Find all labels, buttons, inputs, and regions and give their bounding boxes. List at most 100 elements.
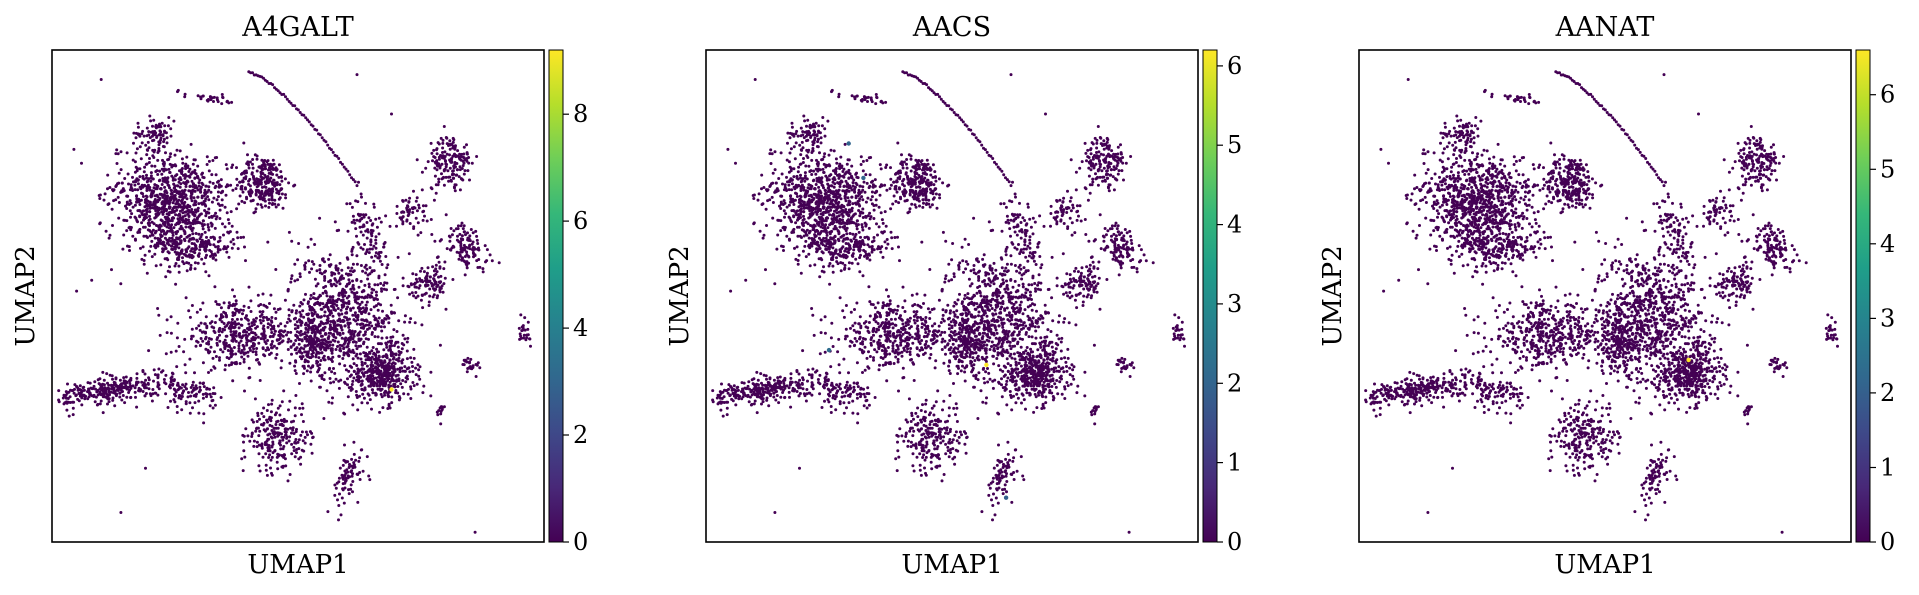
scatter-point xyxy=(134,180,138,184)
scatter-point xyxy=(258,429,262,433)
scatter-point xyxy=(268,453,272,457)
scatter-point xyxy=(278,183,282,187)
scatter-point xyxy=(181,161,185,165)
scatter-point xyxy=(408,292,412,296)
scatter-point xyxy=(353,330,357,333)
scatter-point xyxy=(141,195,145,198)
scatter-point xyxy=(187,218,190,222)
scatter-point xyxy=(78,384,82,388)
scatter-point xyxy=(308,270,311,274)
scatter-point xyxy=(242,141,246,145)
scatter-point xyxy=(304,292,307,296)
scatter-point xyxy=(188,315,192,319)
scatter-point xyxy=(351,403,355,407)
scatter-point xyxy=(403,314,407,318)
scatter-point xyxy=(269,319,273,323)
scatter-point xyxy=(183,200,187,204)
scatter-point xyxy=(257,361,261,365)
scatter-point xyxy=(521,324,525,328)
scatter-point xyxy=(361,469,365,473)
scatter-point xyxy=(123,382,127,386)
scatter-point xyxy=(156,383,160,387)
scatter-point xyxy=(351,270,355,274)
scatter-point xyxy=(251,338,255,342)
scatter-point xyxy=(402,392,406,396)
scatter-point xyxy=(350,365,354,369)
scatter-point xyxy=(435,410,439,414)
scatter-point xyxy=(152,222,156,226)
scatter-point xyxy=(452,229,456,233)
scatter-point xyxy=(307,300,310,304)
scatter-point xyxy=(342,346,346,350)
scatter-point xyxy=(257,434,261,438)
scatter-point xyxy=(297,438,301,442)
scatter-point xyxy=(277,189,281,193)
scatter-point xyxy=(343,324,347,328)
scatter-point xyxy=(380,329,384,333)
scatter-point xyxy=(341,320,345,323)
scatter-point xyxy=(400,347,404,351)
scatter-point xyxy=(144,234,148,238)
scatter-point xyxy=(269,458,273,462)
scatter-point xyxy=(726,147,730,151)
scatter-point xyxy=(171,372,175,376)
scatter-point xyxy=(251,162,254,166)
scatter-point xyxy=(187,245,191,249)
scatter-point xyxy=(284,95,287,99)
scatter-point xyxy=(267,205,271,209)
scatter-point xyxy=(158,132,162,136)
scatter-point xyxy=(212,100,215,103)
scatter-point xyxy=(430,284,434,288)
scatter-point xyxy=(344,368,348,372)
scatter-point xyxy=(365,300,369,304)
scatter-point xyxy=(168,205,171,209)
scatter-point xyxy=(413,281,417,285)
scatter-point xyxy=(342,291,346,294)
scatter-point xyxy=(146,140,150,144)
scatter-points xyxy=(57,70,532,534)
scatter-point xyxy=(385,345,389,349)
scatter-point xyxy=(162,145,166,149)
scatter-point xyxy=(293,183,297,187)
scatter-point xyxy=(371,346,375,349)
scatter-point xyxy=(128,249,131,252)
scatter-point xyxy=(269,466,272,470)
scatter-point xyxy=(201,171,204,175)
scatter-point xyxy=(436,141,440,145)
scatter-point xyxy=(384,255,388,258)
scatter-point xyxy=(210,252,214,256)
scatter-point xyxy=(452,185,456,189)
scatter-point xyxy=(146,148,150,152)
scatter-point xyxy=(212,214,216,218)
scatter-point xyxy=(155,241,159,245)
scatter-point xyxy=(351,350,355,354)
scatter-point xyxy=(177,192,181,196)
scatter-point xyxy=(377,324,381,328)
scatter-point xyxy=(273,198,277,202)
scatter-point xyxy=(457,240,461,244)
scatter-point xyxy=(162,247,166,251)
scatter-point xyxy=(340,336,344,340)
scatter-point xyxy=(364,201,367,205)
scatter-point xyxy=(193,168,197,172)
scatter-point xyxy=(357,374,360,378)
scatter-point xyxy=(145,202,149,206)
scatter-point xyxy=(253,182,257,186)
scatter-point xyxy=(182,181,186,185)
scatter-point xyxy=(438,343,442,347)
scatter-point xyxy=(342,276,345,280)
scatter-point xyxy=(258,318,262,322)
scatter-point xyxy=(409,387,413,391)
scatter-point xyxy=(141,369,145,372)
scatter-point xyxy=(845,232,849,236)
scatter-point xyxy=(330,351,334,355)
scatter-point xyxy=(270,198,274,202)
scatter-point xyxy=(293,104,297,108)
scatter-point xyxy=(280,419,284,423)
scatter-point xyxy=(117,201,121,204)
scatter-point xyxy=(308,348,312,351)
scatter-point xyxy=(462,224,466,228)
scatter-point xyxy=(366,277,370,281)
scatter-point xyxy=(340,328,344,332)
scatter-point xyxy=(372,305,376,309)
